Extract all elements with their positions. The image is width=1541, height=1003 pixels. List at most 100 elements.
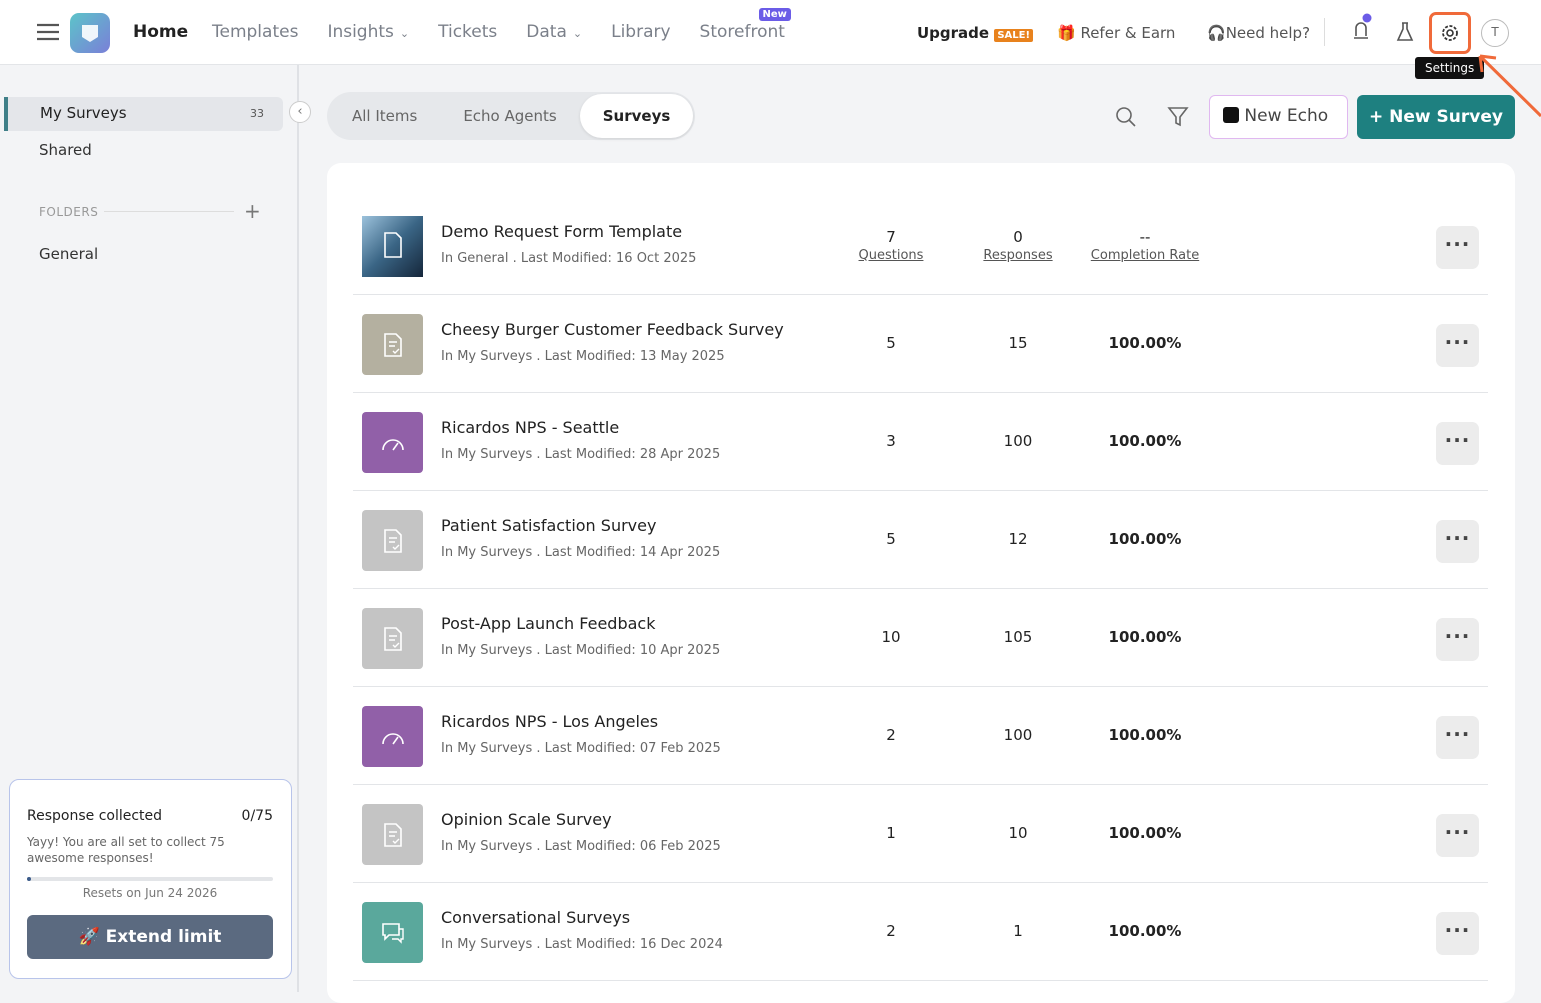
extend-limit-button[interactable]: 🚀 Extend limit <box>27 915 273 959</box>
survey-row[interactable]: Demo Request Form Template In General . L… <box>353 197 1488 295</box>
survey-row[interactable]: Ricardos NPS - Seattle In My Surveys . La… <box>353 393 1488 491</box>
survey-questions: 7 <box>886 228 896 246</box>
add-folder[interactable]: + <box>244 199 261 223</box>
new-survey-label: New Survey <box>1389 107 1503 127</box>
survey-questions: 10 <box>881 628 901 646</box>
more-button[interactable]: ··· <box>1436 814 1479 857</box>
survey-row[interactable]: Patient Satisfaction Survey In My Surveys… <box>353 491 1488 589</box>
collapse-sidebar[interactable]: ‹ <box>289 101 311 123</box>
nav-chevron: ⌄ <box>399 27 410 40</box>
more-button[interactable]: ··· <box>1436 912 1479 955</box>
survey-icon <box>362 608 423 669</box>
upgrade[interactable]: Upgrade SALE! <box>917 24 1034 42</box>
more-button[interactable]: ··· <box>1436 226 1479 269</box>
more-button[interactable]: ··· <box>1436 520 1479 563</box>
survey-icon <box>362 804 423 865</box>
survey-title[interactable]: Ricardos NPS - Seattle <box>441 418 620 437</box>
nav-label: Data <box>526 22 567 42</box>
survey-location: In My Surveys . Last Modified: 13 May 20… <box>441 349 725 364</box>
avatar[interactable]: T <box>1481 19 1509 47</box>
survey-location: In My Surveys . Last Modified: 16 Dec 20… <box>441 937 723 952</box>
logo[interactable] <box>70 13 110 53</box>
survey-completion-rate: 100.00% <box>1108 824 1182 842</box>
survey-title[interactable]: Ricardos NPS - Los Angeles <box>441 712 659 731</box>
survey-location: In My Surveys . Last Modified: 07 Feb 20… <box>441 741 721 756</box>
settings-button[interactable] <box>1429 12 1471 54</box>
nav-home[interactable]: Home <box>133 22 189 42</box>
new-echo-button[interactable]: New Echo <box>1209 95 1348 139</box>
nav-badge: New <box>758 8 791 21</box>
survey-row[interactable]: Conversational Surveys In My Surveys . La… <box>353 883 1488 981</box>
labs[interactable] <box>1396 22 1414 42</box>
more-button[interactable]: ··· <box>1436 422 1479 465</box>
top-nav: Home Templates Insights ⌄ Tickets Data ⌄ Libra… <box>0 0 1541 65</box>
survey-row[interactable]: Cheesy Burger Customer Feedback Survey In… <box>353 295 1488 393</box>
survey-responses: 1 <box>1013 922 1023 940</box>
survey-title[interactable]: Opinion Scale Survey <box>441 810 612 829</box>
survey-completion-rate: 100.00% <box>1108 726 1182 744</box>
divider <box>1324 18 1325 46</box>
column-header: Completion Rate <box>1090 248 1200 263</box>
survey-icon <box>362 216 423 277</box>
survey-title[interactable]: Conversational Surveys <box>441 908 631 927</box>
survey-title[interactable]: Patient Satisfaction Survey <box>441 516 657 535</box>
survey-responses: 12 <box>1008 530 1028 548</box>
survey-responses: 10 <box>1008 824 1028 842</box>
help[interactable]: 🎧Need help? <box>1207 24 1311 42</box>
nav-label: Insights <box>327 22 394 42</box>
my-surveys[interactable]: My Surveys 33 <box>4 97 283 131</box>
survey-row[interactable]: Post-App Launch Feedback In My Surveys . … <box>353 589 1488 687</box>
nav-label: Templates <box>212 22 299 42</box>
refer-label: Refer & Earn <box>1080 24 1176 42</box>
nav-item[interactable]: Library <box>611 22 670 42</box>
survey-location: In My Surveys . Last Modified: 28 Apr 20… <box>441 447 721 462</box>
survey-completion-rate: 100.00% <box>1108 432 1182 450</box>
refer[interactable]: 🎁 Refer & Earn <box>1057 24 1176 42</box>
tab[interactable]: Surveys <box>579 94 694 138</box>
survey-responses: 0 <box>1013 228 1023 246</box>
nav-item[interactable]: Data ⌄ <box>526 22 582 42</box>
survey-row[interactable]: Opinion Scale Survey In My Surveys . Last… <box>353 785 1488 883</box>
tab[interactable]: All Items <box>352 107 418 125</box>
nav-item[interactable]: Templates <box>212 22 298 42</box>
survey-title[interactable]: Demo Request Form Template <box>441 222 683 241</box>
quota-resets: Resets on Jun 24 2026 <box>82 886 218 900</box>
tooltip: Settings <box>1415 57 1485 79</box>
survey-title[interactable]: Post-App Launch Feedback <box>441 614 656 633</box>
nav-label: Library <box>611 22 671 42</box>
survey-title[interactable]: Cheesy Burger Customer Feedback Survey <box>441 320 784 339</box>
more-button[interactable]: ··· <box>1436 618 1479 661</box>
notifications[interactable] <box>1350 12 1372 42</box>
my-surveys-label: My Surveys <box>40 104 127 122</box>
tab[interactable]: Echo Agents <box>463 107 557 125</box>
survey-questions: 2 <box>886 726 896 744</box>
folder[interactable]: General <box>39 245 99 263</box>
nav-item[interactable]: Tickets <box>438 22 497 42</box>
quota-progress <box>27 877 273 881</box>
shared[interactable]: Shared <box>39 141 92 159</box>
sale-badge: SALE! <box>994 29 1034 42</box>
new-survey-button[interactable]: + New Survey <box>1357 95 1515 139</box>
more-button[interactable]: ··· <box>1436 716 1479 759</box>
folders-heading: FOLDERS <box>39 205 99 219</box>
filter[interactable] <box>1167 105 1189 129</box>
survey-questions: 1 <box>886 824 896 842</box>
more-button[interactable]: ··· <box>1436 324 1479 367</box>
survey-responses: 15 <box>1008 334 1028 352</box>
survey-icon <box>362 412 423 473</box>
survey-questions: 2 <box>886 922 896 940</box>
survey-location: In My Surveys . Last Modified: 14 Apr 20… <box>441 545 721 560</box>
survey-completion-rate: 100.00% <box>1108 922 1182 940</box>
menu-icon[interactable] <box>37 23 59 41</box>
sidebar: My Surveys 33 Shared FOLDERS + General ‹… <box>0 65 311 992</box>
survey-row[interactable]: Ricardos NPS - Los Angeles In My Surveys … <box>353 687 1488 785</box>
survey-questions: 3 <box>886 432 896 450</box>
survey-list: Demo Request Form Template In General . L… <box>327 163 1515 1003</box>
survey-location: In My Surveys . Last Modified: 06 Feb 20… <box>441 839 721 854</box>
search[interactable] <box>1114 105 1138 129</box>
nav-item[interactable]: Storefront New <box>700 8 791 42</box>
tab-bar: All Items Echo Agents Surveys <box>327 92 696 140</box>
survey-icon <box>362 706 423 767</box>
nav-item[interactable]: Insights ⌄ <box>327 22 409 42</box>
